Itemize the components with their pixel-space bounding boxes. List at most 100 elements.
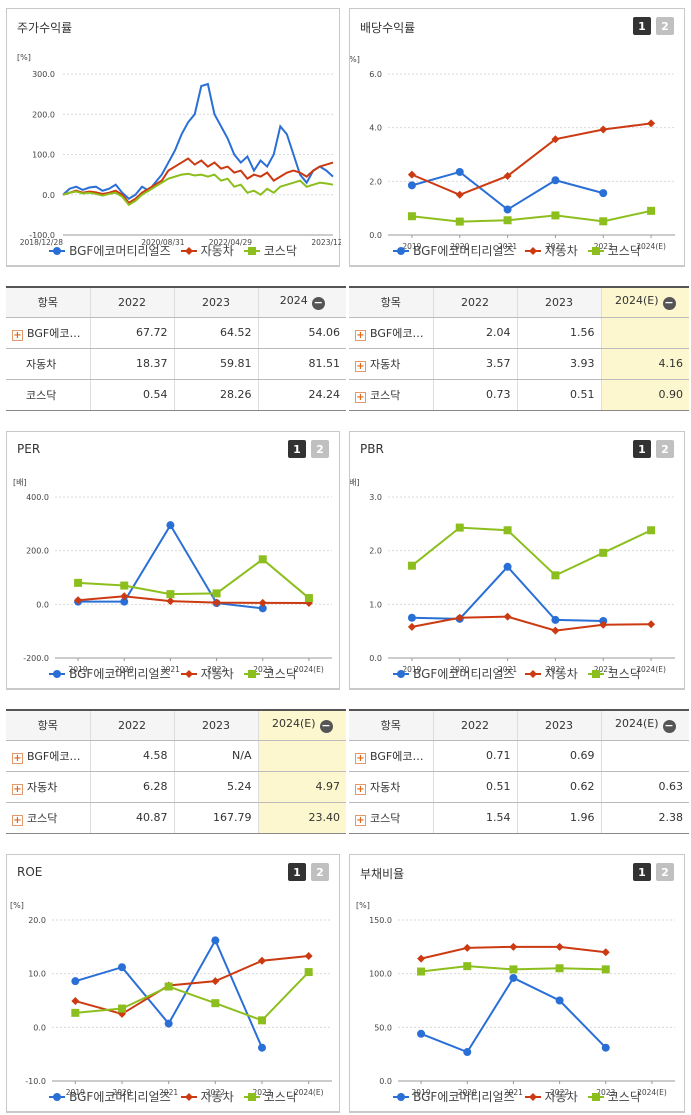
legend-item-s3[interactable]: 코스닥 <box>587 665 641 682</box>
period-button-1[interactable]: 1 <box>633 440 651 458</box>
data-point-s1 <box>407 613 416 622</box>
legend-label: BGF에코머티리얼즈 <box>413 244 515 258</box>
legend-item-s2[interactable]: 자동차 <box>524 1088 578 1105</box>
legend-marker-icon <box>587 246 604 255</box>
column-header: 2022 <box>89 710 174 741</box>
period-button-2[interactable]: 2 <box>311 440 329 458</box>
legend-marker-icon <box>393 669 410 678</box>
column-header: 항목 <box>349 287 433 318</box>
period-toggle: 1 2 <box>288 863 329 881</box>
collapse-icon[interactable]: − <box>319 719 333 734</box>
expand-icon[interactable]: + <box>355 783 366 795</box>
chart-pbr: [배] 3.0 2.0 1.0 0.0 2019 2020 2021 2022 2023 2024(… <box>350 478 675 674</box>
x-tick-label: 2022 <box>550 1088 569 1097</box>
expand-icon[interactable]: + <box>355 391 366 403</box>
chart-panel-per: PER 1 2 [배] 400.0 200.0 0.0 -200.0 2019 2020 20… <box>6 431 340 690</box>
legend-item-s1[interactable]: BGF에코머티리얼즈 <box>49 665 171 682</box>
collapse-icon[interactable]: − <box>311 296 325 311</box>
table-cell: 167.79 <box>173 802 258 834</box>
row-label[interactable]: + 코스닥 <box>349 802 433 834</box>
legend-label: 코스닥 <box>607 244 641 258</box>
data-point-s1 <box>599 189 608 198</box>
row-label[interactable]: + 코스닥 <box>349 379 433 411</box>
legend-item-s2[interactable]: 자동차 <box>524 665 578 682</box>
row-label[interactable]: + BGF에코… <box>6 740 90 772</box>
x-tick-label: 2021 <box>498 242 517 251</box>
table-row: + 코스닥 0.73 0.51 0.90 <box>349 379 689 411</box>
y-tick-label: 0.0 <box>379 1077 392 1086</box>
period-button-1[interactable]: 1 <box>633 863 651 881</box>
table-cell: 40.87 <box>89 802 174 834</box>
expand-icon[interactable]: + <box>12 329 23 341</box>
period-button-1[interactable]: 1 <box>633 17 651 35</box>
data-point-s2 <box>304 598 313 607</box>
legend-item-s2[interactable]: 자동차 <box>180 665 234 682</box>
expand-icon[interactable]: + <box>355 752 366 764</box>
x-tick-label: 2019 <box>66 1088 85 1097</box>
table-row: 자동차 18.37 59.81 81.51 <box>6 348 346 380</box>
data-point-s3 <box>304 968 313 977</box>
table-cell: 0.62 <box>516 771 601 803</box>
chart-legend: BGF에코머티리얼즈 자동차 코스닥 <box>7 665 339 682</box>
expand-icon[interactable]: + <box>12 752 23 764</box>
expand-icon[interactable]: + <box>355 814 366 826</box>
legend-item-s2[interactable]: 자동차 <box>524 242 578 259</box>
chart-legend: BGF에코머티리얼즈 자동차 코스닥 <box>7 242 339 259</box>
table-cell: 67.72 <box>89 317 174 349</box>
expand-icon[interactable]: + <box>355 329 366 341</box>
data-point-s2 <box>551 626 560 635</box>
period-button-2[interactable]: 2 <box>656 863 674 881</box>
expand-icon[interactable]: + <box>12 783 23 795</box>
legend-item-s2[interactable]: 자동차 <box>180 242 234 259</box>
legend-item-s2[interactable]: 자동차 <box>180 1088 234 1105</box>
legend-item-s3[interactable]: 코스닥 <box>243 665 297 682</box>
table-row: + 자동차 6.28 5.24 4.97 <box>6 771 346 803</box>
period-toggle: 1 2 <box>288 440 329 458</box>
data-point-s1 <box>417 1029 426 1038</box>
legend-item-s1[interactable]: BGF에코머티리얼즈 <box>393 242 515 259</box>
data-point-s2 <box>211 977 220 986</box>
row-label[interactable]: + 자동차 <box>349 771 433 803</box>
legend-label: BGF에코머티리얼즈 <box>413 1090 515 1104</box>
chart-legend: BGF에코머티리얼즈 자동차 코스닥 <box>350 665 684 682</box>
period-button-2[interactable]: 2 <box>311 863 329 881</box>
row-label[interactable]: + 코스닥 <box>6 802 90 834</box>
legend-item-s3[interactable]: 코스닥 <box>243 1088 297 1105</box>
legend-item-s1[interactable]: BGF에코머티리얼즈 <box>393 665 515 682</box>
period-button-1[interactable]: 1 <box>288 863 306 881</box>
row-label[interactable]: + BGF에코… <box>6 317 90 349</box>
legend-label: 자동차 <box>544 244 578 258</box>
period-button-1[interactable]: 1 <box>288 440 306 458</box>
legend-item-s1[interactable]: BGF에코머티리얼즈 <box>49 1088 171 1105</box>
row-label[interactable]: 자동차 <box>6 348 90 380</box>
period-button-2[interactable]: 2 <box>656 17 674 35</box>
row-label[interactable]: + BGF에코… <box>349 740 433 772</box>
legend-item-s3[interactable]: 코스닥 <box>587 242 641 259</box>
collapse-icon[interactable]: − <box>662 296 676 311</box>
legend-label: BGF에코머티리얼즈 <box>69 667 171 681</box>
legend-marker-icon <box>49 246 66 255</box>
x-tick-label: 2020 <box>115 665 134 674</box>
row-label[interactable]: 코스닥 <box>6 379 90 411</box>
period-button-2[interactable]: 2 <box>656 440 674 458</box>
table-cell: N/A <box>173 740 258 772</box>
expand-icon[interactable]: + <box>12 814 23 826</box>
legend-item-s1[interactable]: BGF에코머티리얼즈 <box>393 1088 515 1105</box>
row-label[interactable]: + 자동차 <box>6 771 90 803</box>
x-tick-label: 2020 <box>450 242 469 251</box>
table-cell: 54.06 <box>257 317 346 349</box>
y-tick-label: 50.0 <box>374 1023 392 1032</box>
data-point-s2 <box>120 592 129 601</box>
row-label[interactable]: + 자동차 <box>349 348 433 380</box>
legend-item-s3[interactable]: 코스닥 <box>243 242 297 259</box>
data-point-s3 <box>599 217 608 226</box>
row-label[interactable]: + BGF에코… <box>349 317 433 349</box>
table-cell: 0.71 <box>432 740 517 772</box>
table-cell: 1.96 <box>516 802 601 834</box>
data-point-s3 <box>258 1016 266 1025</box>
collapse-icon[interactable]: − <box>662 719 676 734</box>
table-cell: 2.38 <box>600 802 689 834</box>
expand-icon[interactable]: + <box>355 360 366 372</box>
legend-item-s3[interactable]: 코스닥 <box>587 1088 641 1105</box>
legend-item-s1[interactable]: BGF에코머티리얼즈 <box>49 242 171 259</box>
